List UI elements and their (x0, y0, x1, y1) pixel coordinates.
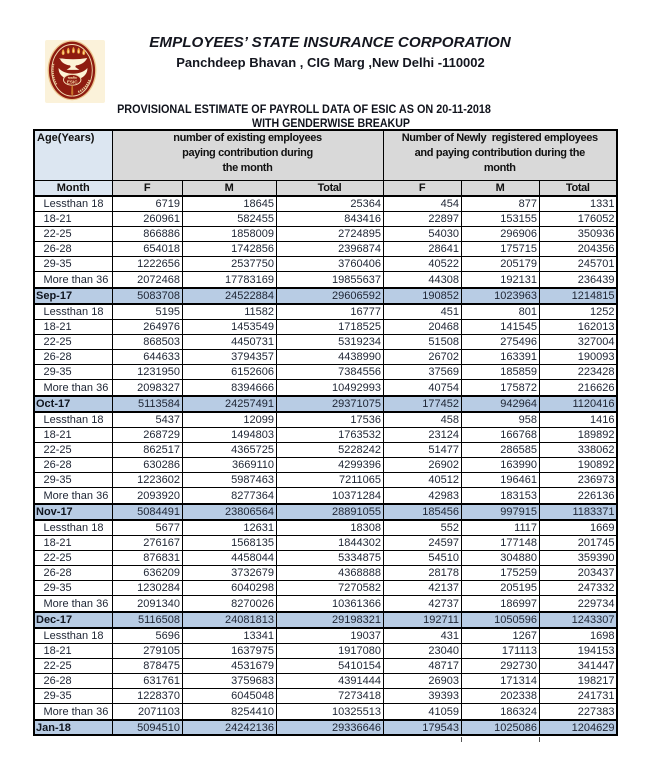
svg-text:भारतीय: भारतीय (68, 76, 77, 80)
svg-text:ESIC: ESIC (67, 80, 78, 85)
